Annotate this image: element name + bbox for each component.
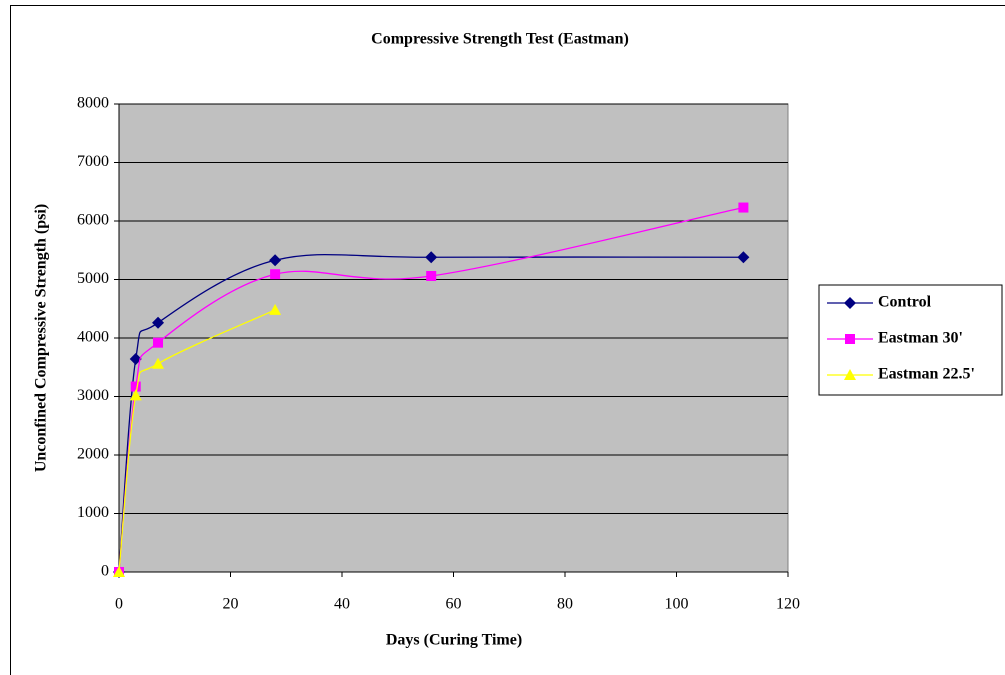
x-tick-label: 100: [665, 596, 689, 613]
legend-marker: [844, 369, 856, 380]
y-tick-label: 5000: [77, 270, 109, 287]
marker: [130, 381, 141, 392]
chart-title: Compressive Strength Test (Eastman): [371, 31, 629, 48]
marker: [113, 566, 125, 577]
x-tick-label: 80: [557, 596, 573, 613]
marker: [737, 251, 750, 264]
marker: [270, 269, 281, 280]
marker: [738, 202, 749, 213]
marker: [425, 251, 438, 264]
x-tick-label: 20: [223, 596, 239, 613]
marker: [152, 357, 165, 369]
y-tick-label: 7000: [77, 153, 109, 170]
marker: [152, 316, 165, 329]
y-tick-label: 6000: [77, 212, 109, 229]
y-tick-label: 1000: [77, 504, 109, 521]
x-tick-label: 40: [334, 596, 350, 613]
legend-marker: [844, 297, 856, 309]
series-line: [118, 206, 744, 573]
marker: [129, 389, 142, 401]
y-axis-label: Unconfined Compressive Strength (psi): [33, 204, 50, 472]
y-tick-label: 3000: [77, 387, 109, 404]
x-tick-label: 120: [776, 596, 800, 613]
legend-marker: [845, 334, 855, 344]
x-tick-label: 0: [115, 596, 123, 613]
y-tick-label: 0: [101, 563, 109, 580]
x-axis-label: Days (Curing Time): [386, 632, 522, 649]
marker: [269, 303, 282, 315]
marker: [153, 337, 164, 348]
y-tick-label: 4000: [77, 329, 109, 346]
marker: [269, 254, 282, 267]
x-tick-label: 60: [446, 596, 462, 613]
series-line: [118, 253, 744, 573]
legend-label: Eastman 30': [878, 330, 963, 347]
chart-frame: [10, 5, 1005, 675]
y-tick-label: 8000: [77, 95, 109, 112]
legend-label: Eastman 22.5': [878, 366, 975, 383]
marker: [426, 270, 437, 281]
y-tick-label: 2000: [77, 446, 109, 463]
series-line: [118, 309, 276, 573]
legend-label: Control: [878, 294, 932, 311]
